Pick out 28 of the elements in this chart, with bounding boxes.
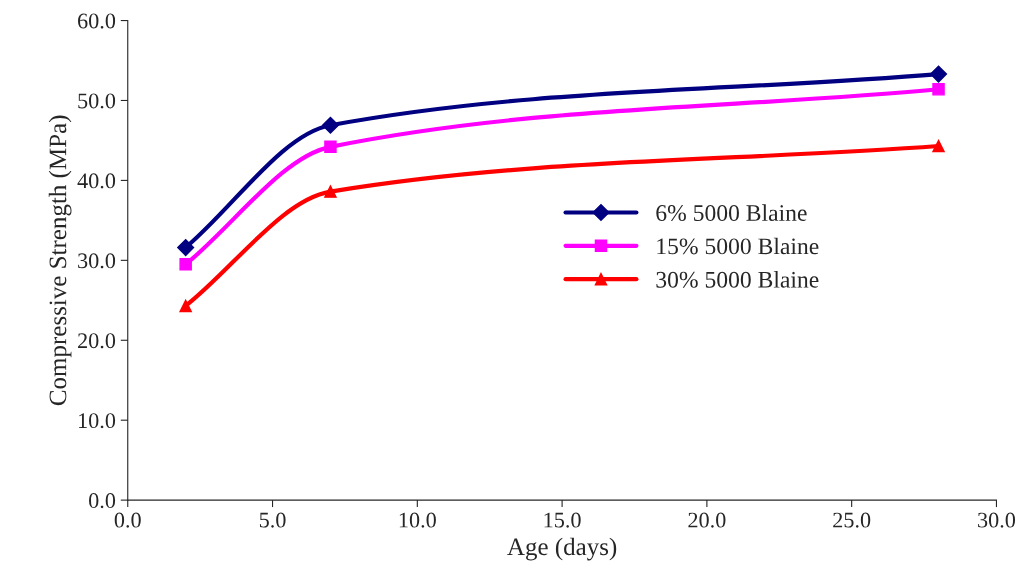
x-tick-label: 30.0 (978, 512, 1016, 528)
x-axis-title: Age (days) (507, 537, 617, 561)
legend-label: 30% 5000 Blaine (656, 271, 819, 288)
point (932, 83, 945, 96)
y-tick-label: 10.0 (79, 413, 116, 429)
x-tick-label: 5.0 (259, 512, 286, 528)
y-tick-label: 0.0 (89, 493, 116, 509)
y-axis-title: Compressive Strength (MPa) (48, 115, 72, 406)
point (324, 185, 337, 198)
x-tick-label: 10.0 (399, 512, 436, 528)
point (179, 258, 192, 271)
y-tick-label: 20.0 (78, 333, 116, 349)
y-tick-label: 40.0 (77, 173, 116, 189)
point (324, 140, 337, 154)
point (177, 238, 195, 257)
x-tick-label: 25.0 (833, 512, 871, 528)
x-tick-label: 15.0 (544, 512, 581, 528)
legend-label: 6% 5000 Blaine (656, 204, 807, 222)
y-tick-label: 30.0 (78, 253, 116, 269)
y-tick-label: 60.0 (78, 13, 116, 29)
point (932, 139, 945, 153)
point (321, 116, 339, 134)
legend-label: 15% 5000 Blaine (657, 237, 819, 255)
point (929, 65, 948, 83)
x-tick-label: 0.0 (114, 512, 141, 528)
x-tick-label: 20.0 (688, 512, 726, 528)
point (179, 299, 192, 313)
y-tick-label: 50.0 (78, 93, 116, 109)
